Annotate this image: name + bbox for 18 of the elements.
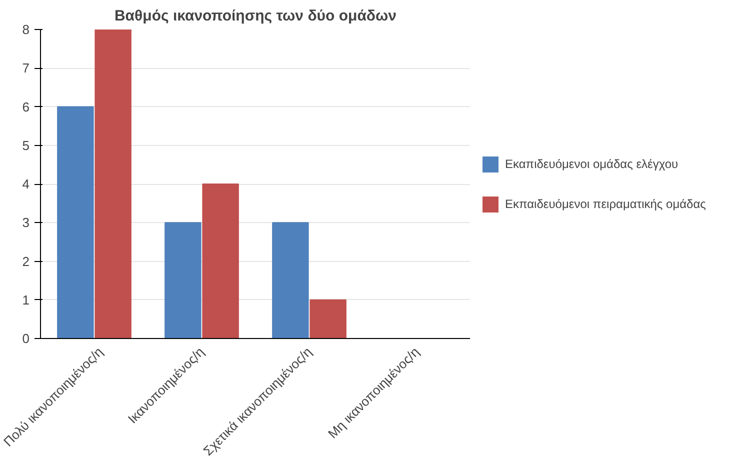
legend-label: Εκαπιδευόμενοι ομάδας ελέγχου <box>505 156 678 170</box>
bar <box>57 106 94 338</box>
bar <box>202 184 239 338</box>
y-tick-label: 3 <box>22 215 30 230</box>
bar <box>272 222 309 338</box>
y-tick-label: 6 <box>22 99 30 114</box>
bar <box>310 299 346 338</box>
y-tick-label: 2 <box>22 254 30 269</box>
y-tick-label: 1 <box>22 292 30 308</box>
y-tick-label: 0 <box>22 331 30 346</box>
chart-title: Βαθμός ικανοποίησης των δύο ομάδων <box>114 8 397 24</box>
bar <box>164 222 202 338</box>
bar <box>94 30 132 338</box>
y-tick-label: 4 <box>22 176 30 192</box>
legend-label: Εκπαιδευόμενοι πειραματικής ομάδας <box>505 196 706 210</box>
y-tick-label: 7 <box>22 60 30 76</box>
y-tick-label: 5 <box>22 138 30 153</box>
y-tick-label: 8 <box>22 22 30 37</box>
